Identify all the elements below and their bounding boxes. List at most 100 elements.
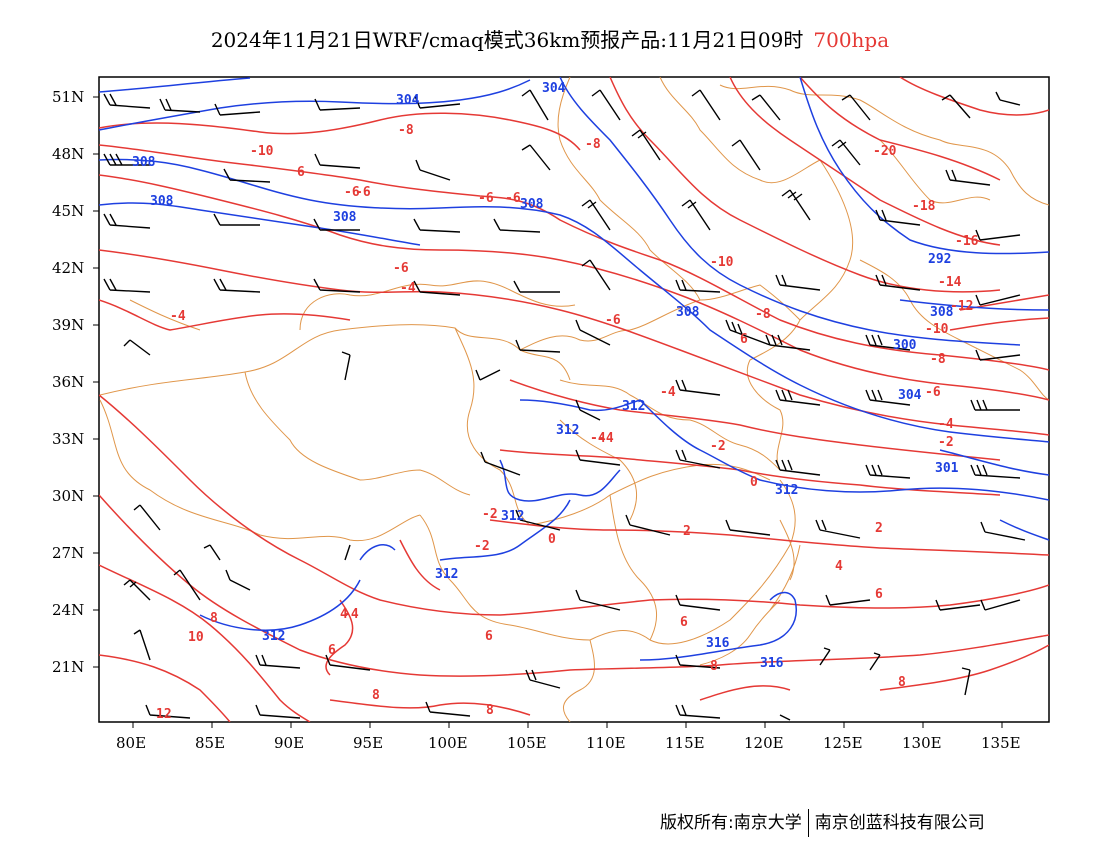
lon-label: 120E [744, 734, 784, 752]
wind-barb [675, 279, 721, 293]
lon-label: 105E [507, 734, 547, 752]
height-label: 308 [676, 305, 700, 320]
wind-barb [815, 519, 861, 539]
isotherm-label: -10 [925, 322, 949, 337]
lon-ticks [132, 722, 1003, 728]
isotherm-label: 10 [188, 630, 204, 645]
wind-barb [575, 589, 621, 611]
wind-barb [961, 667, 971, 696]
lon-label: 130E [902, 734, 942, 752]
wind-barb [935, 599, 981, 611]
wind-barb [133, 504, 161, 531]
wind-barb [865, 464, 911, 479]
wind-barb [225, 569, 251, 591]
isotherm-label: 8 [898, 675, 906, 690]
wind-barb [133, 629, 151, 661]
height-label: 312 [775, 483, 798, 498]
isotherm-label: -4 [598, 431, 614, 446]
wind-barb [975, 229, 1021, 241]
wind-barb [781, 189, 811, 221]
wind-barb [581, 259, 611, 291]
height-label: 292 [928, 252, 951, 267]
lon-label: 115E [665, 734, 705, 752]
isotherm-label: -4 [170, 309, 186, 324]
lat-label: 21N [52, 658, 84, 676]
wind-barb [413, 280, 461, 296]
wind-barb [980, 521, 1026, 541]
height-label: 300 [893, 338, 917, 353]
wind-barb [970, 399, 1020, 411]
isotherm-label: 2 [875, 521, 883, 536]
lon-label: 110E [586, 734, 626, 752]
lon-axis-labels: 80E 85E 90E 95E 100E 105E 110E 115E 120E… [116, 734, 1021, 752]
wind-barbs-layer [103, 89, 1026, 721]
wind-barb [103, 93, 151, 109]
lat-ticks [93, 96, 99, 668]
wind-barb [521, 144, 551, 171]
isotherm-label: -8 [755, 307, 771, 322]
wind-barb [980, 599, 1021, 611]
isotherm-label: -4 [343, 607, 359, 622]
wind-barb [515, 339, 561, 353]
wind-barb [123, 339, 151, 356]
wind-barb [425, 701, 471, 717]
isotherm-label: -14 [938, 275, 962, 290]
lat-label: 24N [52, 601, 84, 619]
wind-barb [325, 654, 371, 671]
wind-barb [415, 159, 451, 181]
footer-divider [807, 809, 809, 837]
isotherm-label: 6 [875, 587, 883, 602]
height-label: 304 [898, 388, 922, 403]
wind-barb [521, 89, 549, 121]
wind-barb [213, 213, 260, 226]
wind-barb [493, 218, 541, 233]
isotherm-label: 6 [740, 332, 748, 347]
wind-barb [725, 319, 771, 346]
wind-barb [103, 213, 151, 229]
lat-label: 45N [52, 202, 84, 220]
height-label: 304 [542, 81, 566, 96]
height-label: 308 [132, 155, 156, 170]
height-label: 312 [556, 423, 579, 438]
wind-barb [344, 544, 351, 561]
wind-barb [751, 94, 781, 121]
wind-barb [314, 153, 361, 169]
height-label: 316 [760, 656, 784, 671]
wind-barb [145, 704, 191, 719]
isotherm-label: 6 [297, 165, 305, 180]
lon-label: 90E [274, 734, 304, 752]
wind-barb [995, 91, 1021, 106]
isotherm-label: -10 [710, 255, 734, 270]
wind-barb [414, 95, 461, 109]
wind-barb [575, 319, 611, 346]
wind-barb [731, 139, 761, 171]
wind-barb [775, 389, 821, 406]
height-labels: 304 304 308 308 308 308 308 292 300 304 … [132, 81, 959, 671]
wind-barb [825, 594, 871, 606]
wind-barb [875, 209, 921, 226]
copyright-footer: 版权所有:南京大学 南京创蓝科技有限公司 [660, 808, 985, 837]
wind-barb [255, 654, 301, 669]
wind-barb [725, 519, 771, 536]
isotherm-label: 8 [210, 611, 218, 626]
title-main: 2024年11月21日WRF/cmaq模式36km预报产品:11月21日09时 [210, 28, 804, 52]
height-label: 312 [435, 567, 458, 582]
lon-label: 100E [428, 734, 468, 752]
height-contours-layer [99, 77, 1049, 661]
isotherm-label: -12 [950, 299, 973, 314]
wind-barb [103, 153, 150, 166]
wind-barb [945, 169, 991, 186]
height-label: 308 [150, 194, 174, 209]
isotherms-layer [99, 77, 1049, 722]
isotherm-label: 6 [328, 643, 336, 658]
wind-barb [970, 464, 1021, 479]
isotherm-label: -2 [474, 539, 490, 554]
isotherm-label: -10 [250, 144, 274, 159]
wind-barb [775, 459, 821, 476]
isotherm-label: -4 [590, 431, 606, 446]
isotherm-label: 6 [485, 629, 493, 644]
wind-barb [681, 199, 711, 231]
map-title: 2024年11月21日WRF/cmaq模式36km预报产品:11月21日09时 7… [0, 24, 1100, 53]
wind-barb [575, 399, 601, 421]
